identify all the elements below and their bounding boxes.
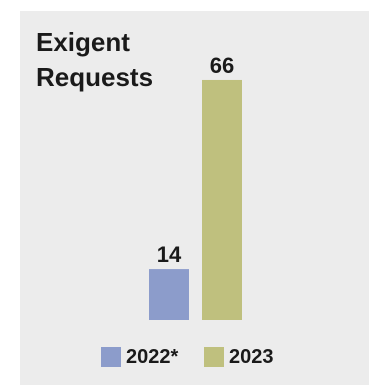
- chart-background-panel: [20, 11, 369, 385]
- legend-item-2022: 2022*: [101, 347, 178, 367]
- data-label-2022: 14: [157, 242, 182, 267]
- legend-swatch-2022: [101, 347, 121, 367]
- data-label-2023: 66: [210, 53, 234, 78]
- bar-2023: [202, 79, 242, 320]
- chart-title-line-2: Requests: [36, 62, 154, 92]
- legend-label-2022: 2022*: [126, 346, 179, 368]
- legend-swatch-2023: [204, 347, 224, 367]
- legend-label-2023: 2023: [229, 346, 274, 368]
- legend-item-2023: 2023: [204, 347, 274, 367]
- chart-title-line-1: Exigent: [36, 27, 130, 57]
- bar-2022: [149, 269, 189, 320]
